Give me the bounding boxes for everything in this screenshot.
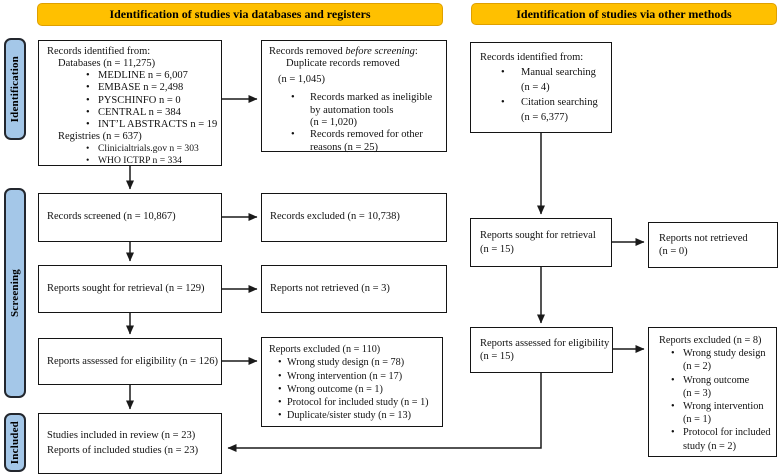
records-removed-title-post: : <box>414 46 418 57</box>
records-screened-label: Records screened (n = 10,867) <box>47 211 176 223</box>
stage-tab-identification: Identification <box>4 38 26 140</box>
box-reports-assessed-eligibility-other: Reports assessed for eligibility (n = 15… <box>470 327 613 373</box>
banner-other-methods-label: Identification of studies via other meth… <box>516 6 732 21</box>
bullet-item: Duplicate/sister study (n = 13) <box>278 409 439 423</box>
bullet-item: MEDLINE n = 6,007 <box>86 70 218 82</box>
bullet-item: Manual searching (n = 4) <box>501 65 608 95</box>
bullet-item: CENTRAL n = 384 <box>86 107 218 119</box>
box-records-removed-before-screening: Records removed before screening: Duplic… <box>261 40 447 154</box>
box-reports-not-retrieved-other: Reports not retrieved (n = 0) <box>648 222 778 268</box>
bullet-item: Wrong outcome (n = 3) <box>671 374 773 400</box>
reports-excluded-title: Reports excluded (n = 110) <box>269 344 381 355</box>
bullet-item: Citation searching (n = 6,377) <box>501 95 608 125</box>
reports-assessed-label: Reports assessed for eligibility (n = 12… <box>47 355 218 367</box>
reports-sought-other-label: Reports sought for retrieval (n = 15) <box>480 230 596 255</box>
banner-other-methods: Identification of studies via other meth… <box>471 3 777 25</box>
banner-databases-registers: Identification of studies via databases … <box>37 3 443 26</box>
box-studies-included: Studies included in review (n = 23) Repo… <box>38 413 222 474</box>
bullet-item: INT’L ABSTRACTS n = 19 <box>86 119 218 131</box>
records-removed-title-italic: before screening <box>345 46 415 57</box>
stage-tab-screening-label: Screening <box>9 268 21 318</box>
registries-count: Registries (n = 637) <box>58 131 142 143</box>
bullet-item: Clinicialtrials.gov n = 303 <box>86 143 218 155</box>
duplicate-records-count: (n = 1,045) <box>278 73 326 85</box>
box-reports-excluded: Reports excluded (n = 110) Wrong study d… <box>261 337 443 427</box>
stage-tab-identification-label: Identification <box>9 55 21 123</box>
stage-tab-included-label: Included <box>9 420 21 465</box>
box-records-excluded: Records excluded (n = 10,738) <box>261 193 447 242</box>
reports-sought-label: Reports sought for retrieval (n = 129) <box>47 282 205 294</box>
databases-count: Databases (n = 11,275) <box>58 58 156 70</box>
records-removed-title: Records removed before screening: <box>269 46 442 58</box>
duplicate-records-line: Duplicate records removed <box>286 58 400 70</box>
studies-included-line1: Studies included in review (n = 23) <box>47 430 196 441</box>
bullet-item: Records marked as ineligible by automati… <box>291 92 437 129</box>
box-reports-not-retrieved: Reports not retrieved (n = 3) <box>261 265 447 313</box>
box-reports-excluded-other: Reports excluded (n = 8) Wrong study des… <box>648 327 777 457</box>
reports-not-retrieved-other-label: Reports not retrieved (n = 0) <box>659 232 748 258</box>
records-identified-title: Records identified from: <box>47 46 151 57</box>
reports-excluded-other-title: Reports excluded (n = 8) <box>659 335 762 346</box>
bullet-item: Wrong intervention (n = 1) <box>671 400 773 426</box>
studies-included-line2: Reports of included studies (n = 23) <box>47 444 199 456</box>
banner-databases-registers-label: Identification of studies via databases … <box>109 7 371 21</box>
box-reports-assessed-eligibility: Reports assessed for eligibility (n = 12… <box>38 338 222 385</box>
box-records-identified-databases: Records identified from: Databases (n = … <box>38 40 222 168</box>
records-removed-title-pre: Records removed <box>269 46 346 57</box>
bullet-item: Records removed for other reasons (n = 2… <box>291 129 437 154</box>
bullet-item: Wrong study design (n = 2) <box>671 347 773 373</box>
bullet-item: EMBASE n = 2,498 <box>86 82 218 94</box>
box-records-identified-other: Records identified from: Manual searchin… <box>470 42 612 133</box>
box-reports-sought-retrieval-other: Reports sought for retrieval (n = 15) <box>470 218 612 267</box>
stage-tab-screening: Screening <box>4 188 26 398</box>
bullet-item: Wrong outcome (n = 1) <box>278 383 439 397</box>
bullet-item: Wrong study design (n = 78) <box>278 356 439 370</box>
bullet-item: Wrong intervention (n = 17) <box>278 370 439 384</box>
stage-tab-included: Included <box>4 413 26 472</box>
bullet-item: PYSCHINFO n = 0 <box>86 95 218 107</box>
bullet-item: Protocol for included study (n = 1) <box>278 396 439 410</box>
box-records-screened: Records screened (n = 10,867) <box>38 193 222 242</box>
bullet-item: Protocol for included study (n = 2) <box>671 426 773 452</box>
records-identified-other-title: Records identified from: <box>480 52 584 63</box>
box-reports-sought-retrieval: Reports sought for retrieval (n = 129) <box>38 265 222 313</box>
reports-not-retrieved-label: Reports not retrieved (n = 3) <box>270 282 390 294</box>
bullet-item: WHO ICTRP n = 334 <box>86 155 218 167</box>
records-excluded-label: Records excluded (n = 10,738) <box>270 211 400 223</box>
reports-assessed-other-label: Reports assessed for eligibility (n = 15… <box>480 337 610 363</box>
